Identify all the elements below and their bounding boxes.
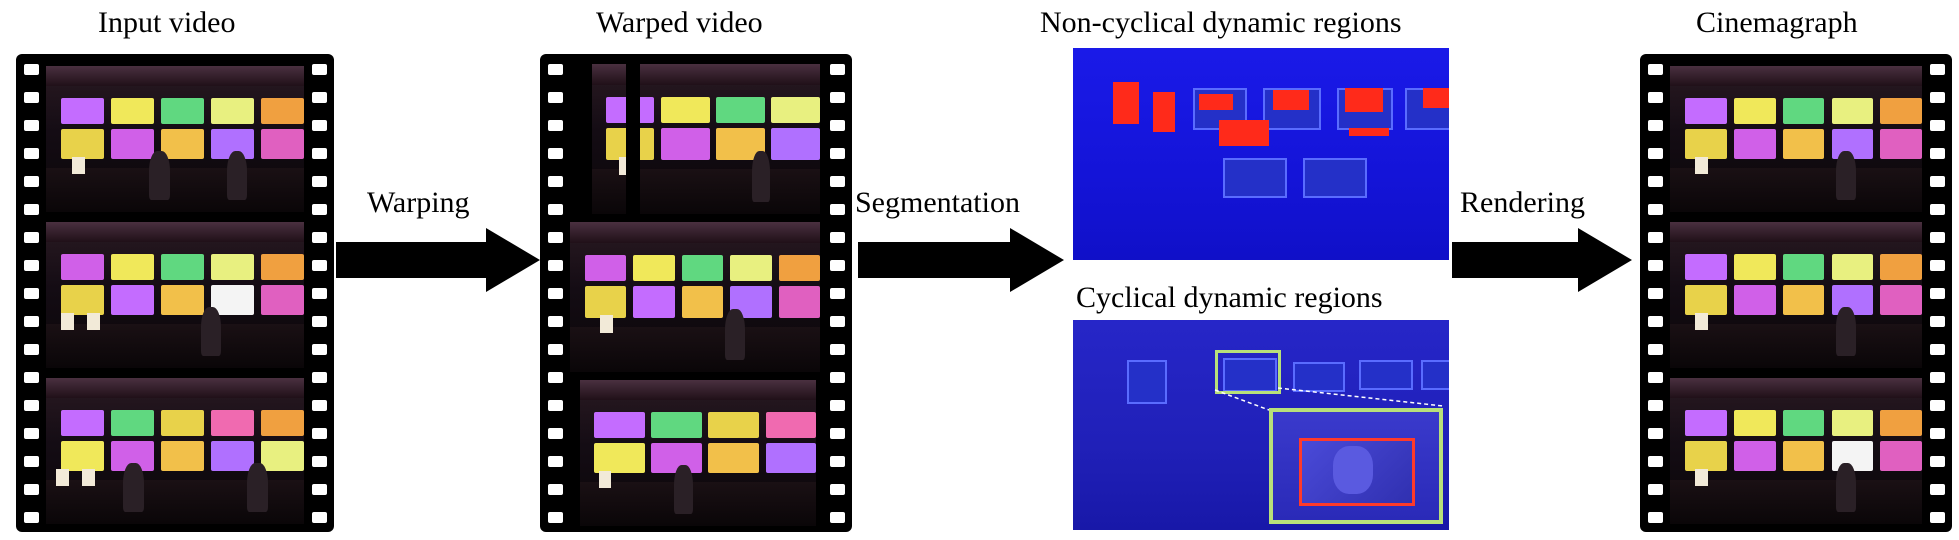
video-frame (580, 380, 816, 526)
video-frame (1670, 222, 1922, 368)
non-cyclical-label: Non-cyclical dynamic regions (1040, 6, 1402, 39)
rendering-arrow (1452, 228, 1632, 292)
non-cyclical-region (1423, 88, 1449, 108)
left-sprockets (540, 54, 570, 532)
right-sprockets (822, 54, 852, 532)
segmentation-label: Segmentation (855, 186, 1020, 219)
cinemagraph-filmstrip (1640, 54, 1952, 532)
right-sprockets (304, 54, 334, 532)
video-frame (46, 378, 304, 524)
input-video-filmstrip (16, 54, 334, 532)
rendering-label: Rendering (1460, 186, 1585, 219)
cinemagraph-label: Cinemagraph (1696, 6, 1858, 39)
segmentation-arrow (858, 228, 1064, 292)
video-frame (1670, 378, 1922, 524)
warping-arrow (336, 228, 540, 292)
cyclical-label: Cyclical dynamic regions (1076, 281, 1383, 314)
non-cyclical-segmentation-map (1073, 48, 1449, 260)
input-video-label: Input video (98, 6, 236, 39)
cyclical-region-highlight (1215, 350, 1281, 394)
non-cyclical-region (1199, 94, 1233, 110)
non-cyclical-region (1349, 128, 1389, 136)
cyclical-segmentation-map (1073, 320, 1449, 530)
zoomed-inset (1269, 408, 1443, 524)
non-cyclical-region (1113, 82, 1139, 124)
video-frame (46, 222, 304, 368)
non-cyclical-region (1345, 88, 1383, 112)
zoom-connector-lines (1214, 387, 1444, 411)
left-sprockets (1640, 54, 1670, 532)
right-sprockets (1922, 54, 1952, 532)
left-sprockets (16, 54, 46, 532)
non-cyclical-region (1273, 90, 1309, 110)
warped-video-label: Warped video (596, 6, 763, 39)
video-frame (1670, 66, 1922, 212)
video-frame (46, 66, 304, 212)
non-cyclical-region (1153, 92, 1175, 132)
warped-video-filmstrip (540, 54, 852, 532)
non-cyclical-region (1219, 120, 1269, 146)
video-frame (570, 222, 820, 372)
warping-label: Warping (367, 186, 470, 219)
